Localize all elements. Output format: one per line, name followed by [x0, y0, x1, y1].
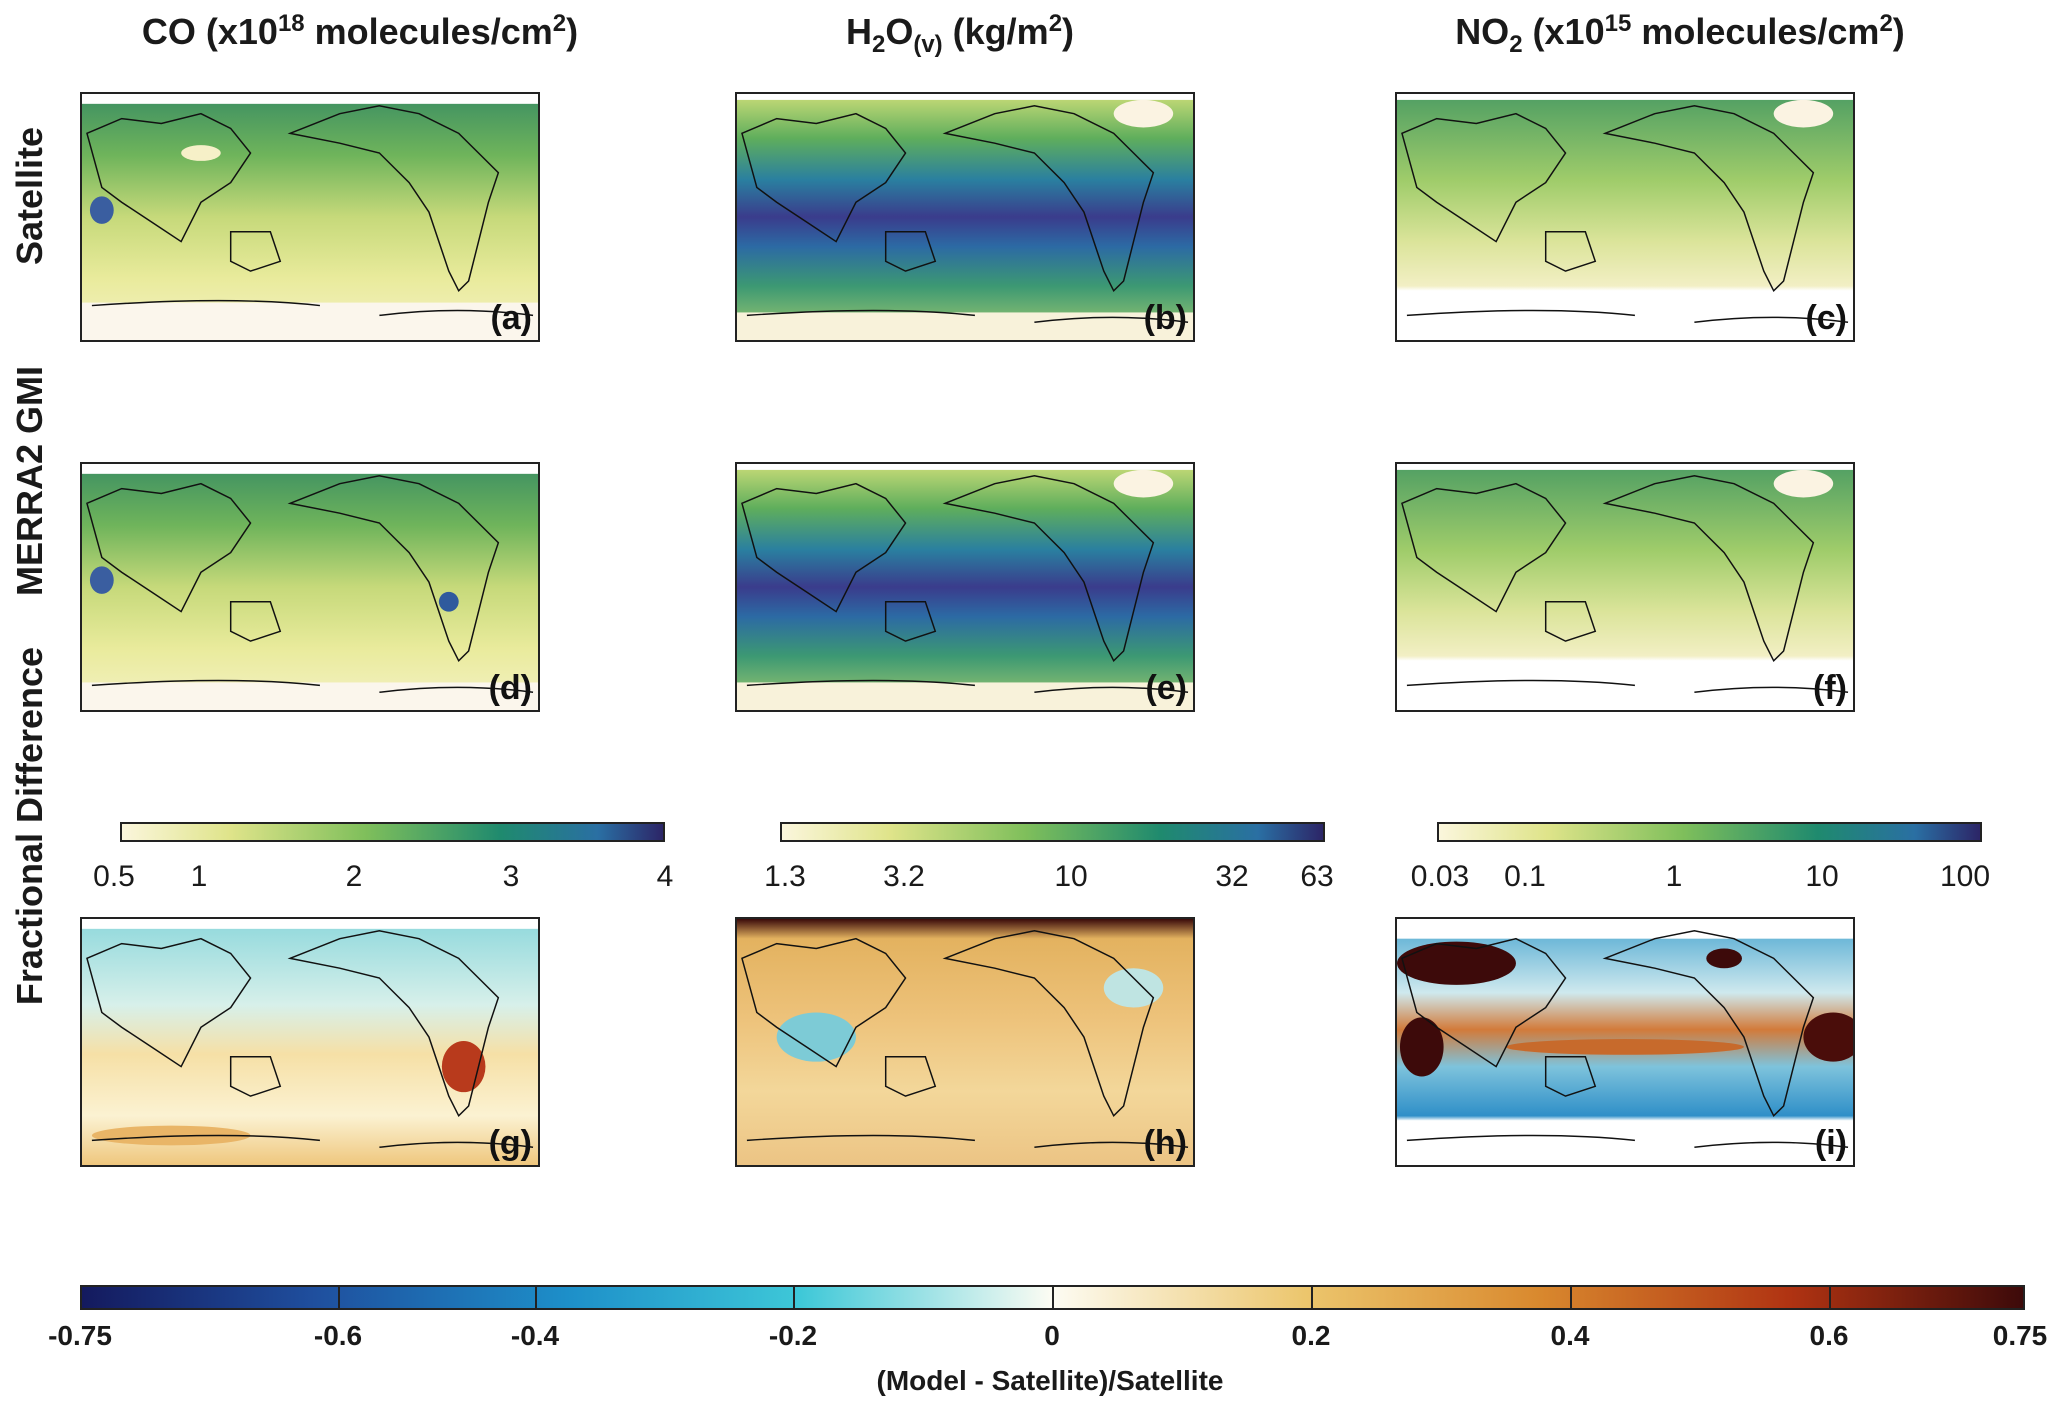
map-panel-a: (a) [80, 92, 540, 342]
colorbar-diff-tick: 0.6 [1809, 1320, 1849, 1351]
map-panel-h: (h) [735, 917, 1195, 1167]
colorbar-divider [1829, 1285, 1831, 1310]
colorbar-divider [1311, 1285, 1313, 1310]
colorbar-no2 [1437, 822, 1982, 842]
colorbar-no2-tick: 1 [1665, 860, 1683, 893]
colorbar-no2-tick: 0.1 [1504, 860, 1546, 893]
colorbar-diff-tick: -0.75 [48, 1320, 112, 1351]
panel-label: (i) [1814, 1124, 1847, 1162]
colorbar-h2o-tick: 32 [1215, 860, 1249, 893]
map-panel-f: (f) [1395, 462, 1855, 712]
row-label-fractional-difference: Fractional Difference [9, 646, 50, 1006]
map-panel-b: (b) [735, 92, 1195, 342]
panel-label: (f) [1813, 669, 1847, 707]
colorbar-divider [535, 1285, 537, 1310]
panel-label: (c) [1805, 299, 1847, 337]
row-label-merra2: MERRA2 GMI [9, 366, 50, 597]
colorbar-h2o-tick: 10 [1054, 860, 1088, 893]
colorbar-co-tick: 4 [656, 860, 674, 893]
colorbar-diff-tick: 0.75 [1992, 1320, 2048, 1351]
colorbar-diff-tick: -0.6 [313, 1320, 363, 1351]
colorbar-no2-tick: 10 [1805, 860, 1839, 893]
map-panel-d: (d) [80, 462, 540, 712]
colorbar-h2o-tick: 63 [1300, 860, 1334, 893]
map-no2-difference [1397, 919, 1853, 1165]
map-no2-merra2 [1397, 464, 1853, 710]
colorbar-divider [338, 1285, 340, 1310]
column-title-no2: NO2 (x1015 molecules/cm2) [1455, 10, 1905, 59]
panel-label: (g) [488, 1124, 532, 1162]
panel-label: (h) [1143, 1124, 1187, 1162]
colorbar-diff-label: (Model - Satellite)/Satellite [876, 1365, 1224, 1396]
map-panel-i: (i) [1395, 917, 1855, 1167]
colorbar-no2-tick: 0.03 [1410, 860, 1470, 893]
panel-label: (e) [1145, 669, 1187, 707]
map-h2o-merra2 [737, 464, 1193, 710]
column-title-h2o: H2O(v) (kg/m2) [845, 10, 1075, 59]
map-co-merra2 [82, 464, 538, 710]
colorbar-diff-tick: 0 [1044, 1320, 1060, 1351]
colorbar-divider [1570, 1285, 1572, 1310]
colorbar-co-tick: 2 [345, 860, 363, 893]
colorbar-co [120, 822, 665, 842]
colorbar-co-tick: 1 [190, 860, 208, 893]
colorbar-divider [793, 1285, 795, 1310]
map-panel-g: (g) [80, 917, 540, 1167]
colorbar-co-tick: 0.5 [93, 860, 135, 893]
map-no2-satellite [1397, 94, 1853, 340]
colorbar-diff-tick: -0.2 [768, 1320, 818, 1351]
column-title-co: CO (x1018 molecules/cm2) [141, 10, 579, 52]
colorbar-h2o [780, 822, 1325, 842]
colorbar-h2o-tick: 3.2 [883, 860, 925, 893]
row-label-satellite: Satellite [9, 126, 50, 266]
map-panel-e: (e) [735, 462, 1195, 712]
colorbar-diff-tick: 0.4 [1550, 1320, 1590, 1351]
panel-label: (a) [490, 299, 532, 337]
colorbar-no2-tick: 100 [1939, 860, 1991, 893]
panel-label: (d) [488, 669, 532, 707]
map-co-satellite [82, 94, 538, 340]
panel-label: (b) [1143, 299, 1187, 337]
map-co-difference [82, 919, 538, 1165]
colorbar-divider [1052, 1285, 1054, 1310]
colorbar-h2o-tick: 1.3 [764, 860, 806, 893]
colorbar-diff-tick: -0.4 [510, 1320, 560, 1351]
colorbar-diff-tick: 0.2 [1291, 1320, 1331, 1351]
colorbar-co-tick: 3 [502, 860, 520, 893]
map-panel-c: (c) [1395, 92, 1855, 342]
map-h2o-difference [737, 919, 1193, 1165]
map-h2o-satellite [737, 94, 1193, 340]
